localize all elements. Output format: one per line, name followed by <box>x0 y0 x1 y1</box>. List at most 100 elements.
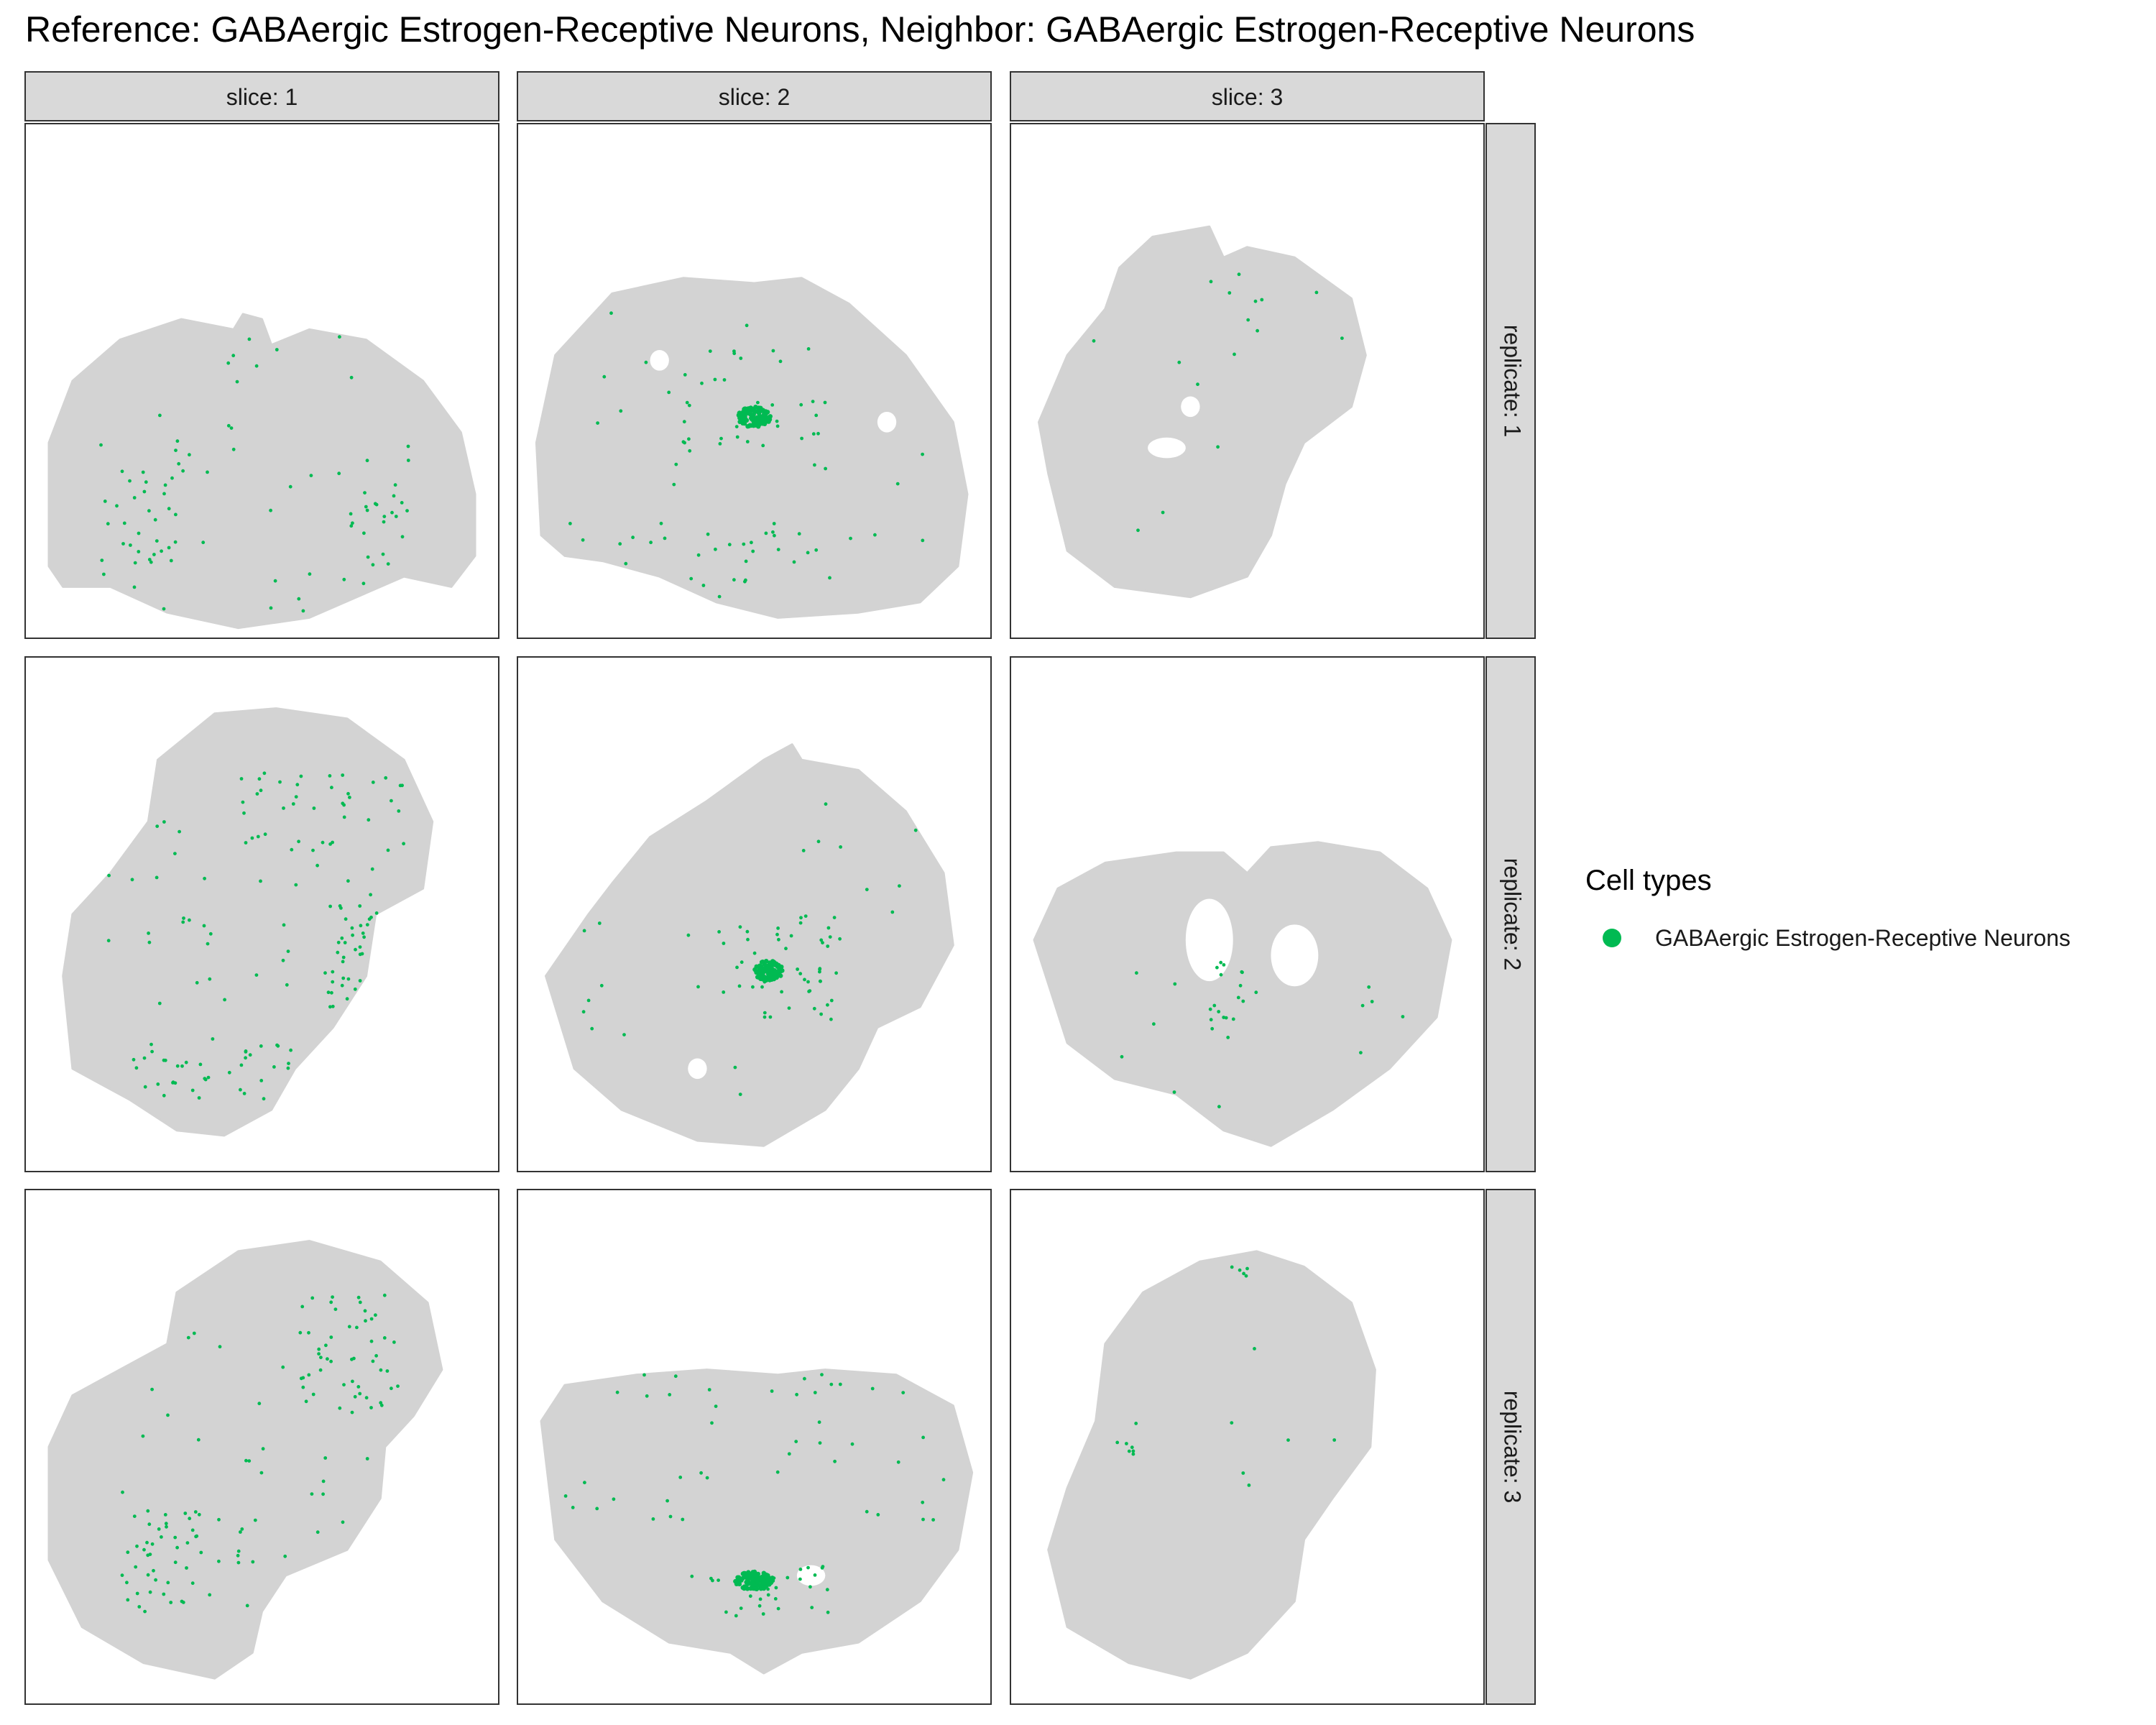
neuron-point <box>360 952 364 956</box>
neuron-point <box>820 1566 824 1570</box>
neuron-point <box>745 440 750 443</box>
neuron-point <box>181 469 185 473</box>
neuron-point <box>814 548 819 552</box>
neuron-point <box>624 561 628 566</box>
neuron-point <box>206 470 209 474</box>
neuron-point <box>241 800 245 804</box>
neuron-point <box>806 980 810 984</box>
neuron-point <box>349 524 354 528</box>
neuron-point <box>1340 336 1344 340</box>
neuron-point <box>1238 1268 1242 1272</box>
neuron-point <box>362 935 366 939</box>
neuron-point <box>817 1420 821 1425</box>
neuron-point <box>333 1307 338 1311</box>
neuron-point <box>345 997 349 1001</box>
neuron-point <box>321 1492 325 1496</box>
neuron-point <box>382 515 387 518</box>
neuron-point <box>385 1369 390 1373</box>
neuron-point <box>382 1336 387 1340</box>
neuron-point <box>254 973 259 977</box>
neuron-point <box>315 1530 320 1535</box>
neuron-point <box>262 771 267 776</box>
neuron-point <box>164 1522 168 1526</box>
neuron-point <box>779 965 784 970</box>
neuron-point <box>286 1066 290 1070</box>
neuron-point <box>801 849 806 852</box>
neuron-point <box>358 979 362 983</box>
neuron-point <box>310 1296 315 1300</box>
neuron-point <box>122 521 126 525</box>
neuron-point <box>685 400 689 405</box>
neuron-point <box>740 960 744 965</box>
neuron-point <box>1212 1003 1217 1008</box>
neuron-point <box>602 374 607 379</box>
neuron-point <box>813 463 816 467</box>
neuron-point <box>775 969 780 974</box>
neuron-point <box>765 410 770 415</box>
neuron-point <box>100 558 104 562</box>
neuron-point <box>259 788 263 793</box>
tissue-hole <box>1271 924 1319 987</box>
neuron-point <box>144 480 148 484</box>
neuron-point <box>253 1518 257 1522</box>
neuron-point <box>298 1330 303 1335</box>
neuron-point <box>247 1459 252 1463</box>
neuron-point <box>718 442 722 446</box>
neuron-point <box>294 795 298 799</box>
neuron-point <box>732 578 736 582</box>
neuron-point <box>763 968 768 974</box>
neuron-point <box>359 924 363 928</box>
neuron-point <box>1246 318 1250 322</box>
neuron-point <box>169 558 173 563</box>
neuron-point <box>163 483 167 487</box>
neuron-point <box>365 923 369 926</box>
neuron-point <box>739 1606 743 1611</box>
neuron-point <box>754 1572 760 1578</box>
neuron-point <box>165 1524 168 1529</box>
neuron-point <box>717 594 722 599</box>
neuron-point <box>137 1605 142 1609</box>
neuron-point <box>365 508 369 512</box>
neuron-point <box>705 1476 709 1480</box>
neuron-point <box>776 926 780 930</box>
neuron-point <box>818 1441 822 1445</box>
neuron-point <box>203 1077 207 1080</box>
neuron-point <box>931 1518 935 1522</box>
neuron-point <box>1131 1452 1135 1456</box>
tissue-hole <box>796 1565 826 1586</box>
neuron-point <box>369 1339 374 1343</box>
neuron-point <box>838 1382 842 1386</box>
neuron-point <box>163 1513 167 1517</box>
neuron-point <box>365 459 369 463</box>
neuron-point <box>1233 352 1236 356</box>
neuron-point <box>208 1593 212 1597</box>
neuron-point <box>405 509 409 512</box>
neuron-point <box>307 1373 311 1377</box>
neuron-point <box>364 505 368 509</box>
neuron-point <box>197 1096 201 1100</box>
neuron-point <box>727 543 732 547</box>
neuron-point <box>338 1406 342 1410</box>
neuron-point <box>406 459 410 462</box>
neuron-point <box>1135 971 1138 975</box>
neuron-point <box>328 904 332 908</box>
neuron-point <box>180 1064 184 1068</box>
neuron-point <box>752 951 757 955</box>
neuron-point <box>379 1401 383 1405</box>
neuron-point <box>609 311 613 316</box>
neuron-point <box>170 476 174 480</box>
neuron-point <box>328 1005 332 1009</box>
neuron-point <box>1314 290 1319 295</box>
neuron-point <box>797 532 801 536</box>
neuron-point <box>281 958 285 962</box>
neuron-point <box>371 781 375 784</box>
neuron-point <box>242 1092 247 1095</box>
neuron-point <box>309 474 313 477</box>
neuron-point <box>821 941 824 944</box>
neuron-point <box>331 970 335 974</box>
neuron-point <box>818 970 821 974</box>
neuron-point <box>350 1357 354 1361</box>
neuron-point <box>771 349 775 353</box>
neuron-point <box>850 1442 854 1446</box>
neuron-point <box>743 579 747 584</box>
